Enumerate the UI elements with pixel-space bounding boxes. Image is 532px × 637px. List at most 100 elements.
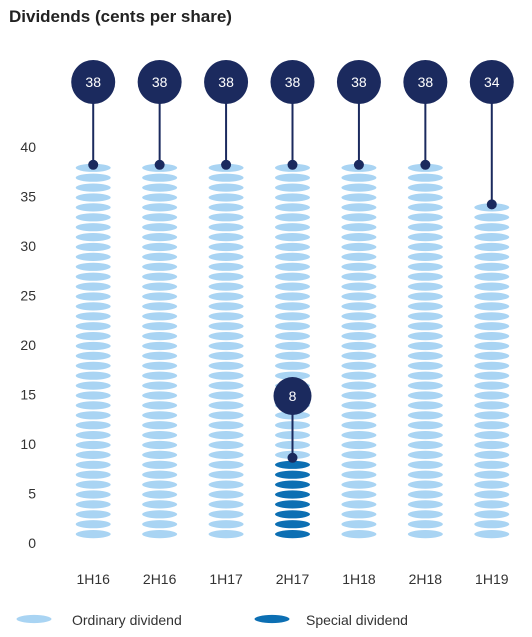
coin-ordinary xyxy=(274,261,311,272)
coin-ordinary xyxy=(207,232,245,243)
coin-ordinary xyxy=(74,202,112,213)
coin-ordinary xyxy=(340,380,378,391)
coin-ordinary xyxy=(141,241,179,253)
bar-2h18-ordinary xyxy=(406,162,444,540)
coin-ordinary xyxy=(406,469,444,480)
data-label-1h17: 38 xyxy=(204,60,249,170)
coin-ordinary xyxy=(340,529,378,540)
data-label-text: 38 xyxy=(218,74,234,90)
coin-ordinary xyxy=(473,499,511,510)
coin-ordinary xyxy=(207,251,245,262)
coin-ordinary xyxy=(74,529,112,540)
coin-ordinary xyxy=(274,251,311,262)
coin-ordinary xyxy=(207,192,245,203)
data-label-text: 8 xyxy=(289,388,297,404)
coin-ordinary xyxy=(74,321,112,332)
coin-ordinary xyxy=(274,241,311,253)
coin-ordinary xyxy=(207,519,245,530)
coin-ordinary xyxy=(473,509,511,520)
coin-ordinary xyxy=(141,400,179,411)
data-label-1h16: 38 xyxy=(71,60,116,170)
coin-ordinary xyxy=(340,350,378,361)
coin-ordinary xyxy=(473,331,511,342)
coin-ordinary xyxy=(340,420,378,431)
coin-ordinary xyxy=(473,232,511,243)
coin-ordinary xyxy=(74,509,112,520)
coin-ordinary xyxy=(274,311,311,322)
coin-ordinary xyxy=(340,281,378,292)
coin-ordinary xyxy=(274,331,311,342)
data-label-text: 38 xyxy=(285,74,301,90)
coin-ordinary xyxy=(141,182,179,193)
data-label-text: 38 xyxy=(418,74,434,90)
coin-ordinary xyxy=(74,281,112,292)
label-leader-dot xyxy=(486,199,497,210)
coin-ordinary xyxy=(340,340,378,352)
coin-ordinary xyxy=(207,331,245,342)
label-leader-dot xyxy=(353,159,364,170)
coin-ordinary xyxy=(207,182,245,193)
data-label-text: 38 xyxy=(152,74,168,90)
coin-ordinary xyxy=(74,241,112,253)
coin-ordinary xyxy=(406,321,444,332)
coin-ordinary xyxy=(473,301,511,312)
coin-ordinary xyxy=(406,192,444,203)
coin-ordinary xyxy=(207,489,245,500)
coin-ordinary xyxy=(207,459,245,470)
coin-ordinary xyxy=(406,439,444,451)
bar-1h19-ordinary xyxy=(473,202,511,540)
coin-ordinary xyxy=(274,350,311,361)
coin-ordinary xyxy=(274,291,311,302)
legend-label: Special dividend xyxy=(306,612,408,628)
coin-ordinary xyxy=(141,420,179,431)
coin-ordinary xyxy=(141,331,179,342)
coin-ordinary xyxy=(340,459,378,470)
coin-ordinary xyxy=(340,311,378,322)
coin-ordinary xyxy=(207,172,245,183)
y-tick-label: 15 xyxy=(20,387,36,403)
coin-ordinary xyxy=(473,439,511,451)
coin-ordinary xyxy=(274,321,311,332)
coin-ordinary xyxy=(406,489,444,500)
coin-ordinary xyxy=(406,509,444,520)
label-circle xyxy=(403,60,448,104)
axis-layer: 0 5 10 15 20 25 30 35 40 1H16 2H16 1H17 2H17 1H18 2H18… xyxy=(20,139,508,587)
coin-special xyxy=(274,489,311,500)
coin-ordinary xyxy=(207,291,245,302)
label-circle xyxy=(270,60,315,104)
coin-ordinary xyxy=(207,449,245,460)
coin-ordinary xyxy=(207,509,245,520)
y-tick-label: 0 xyxy=(28,535,36,551)
coin-ordinary xyxy=(141,509,179,520)
coin-ordinary xyxy=(141,340,179,352)
coin-ordinary xyxy=(340,370,378,381)
bar-1h16-ordinary xyxy=(74,162,112,540)
coin-ordinary xyxy=(340,301,378,312)
coin-ordinary xyxy=(473,261,511,272)
coin-ordinary xyxy=(406,331,444,342)
coin-ordinary xyxy=(207,321,245,332)
coin-ordinary xyxy=(141,519,179,530)
coin-ordinary xyxy=(406,499,444,510)
label-leader-dot xyxy=(287,452,298,463)
label-leader-dot xyxy=(154,159,165,170)
coin-ordinary xyxy=(74,410,112,421)
legend: Ordinary dividend Special dividend xyxy=(15,612,408,628)
coin-ordinary xyxy=(340,202,378,213)
data-label-1h19: 34 xyxy=(469,60,514,210)
data-label-2h17-special: 8 xyxy=(273,377,312,463)
coin-ordinary xyxy=(406,172,444,183)
coin-ordinary xyxy=(473,519,511,530)
coin-ordinary xyxy=(74,291,112,302)
coin-ordinary xyxy=(274,202,311,213)
coin-ordinary xyxy=(406,251,444,262)
data-label-1h18: 38 xyxy=(336,60,381,170)
coin-ordinary xyxy=(406,222,444,233)
coin-ordinary xyxy=(274,360,311,371)
coin-ordinary xyxy=(340,182,378,193)
coin-ordinary xyxy=(473,390,511,401)
coin-ordinary xyxy=(340,390,378,401)
coin-special xyxy=(274,469,311,480)
x-tick-label-1h17: 1H17 xyxy=(209,571,243,587)
